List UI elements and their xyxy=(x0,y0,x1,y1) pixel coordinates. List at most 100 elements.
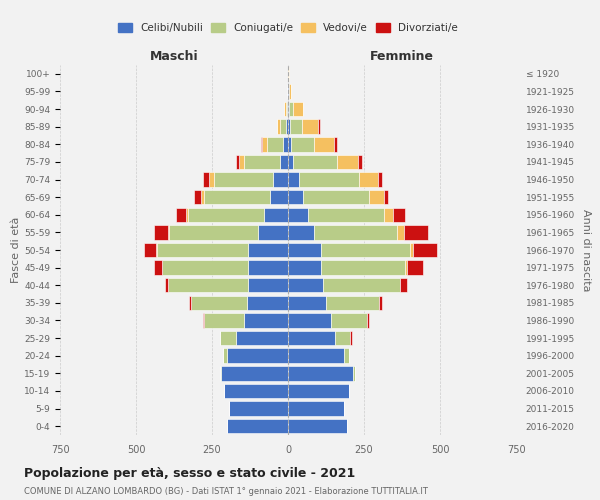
Legend: Celibi/Nubili, Coniugati/e, Vedovi/e, Divorziati/e: Celibi/Nubili, Coniugati/e, Vedovi/e, Di… xyxy=(114,18,462,37)
Bar xyxy=(236,154,239,169)
Bar xyxy=(322,243,410,257)
Bar xyxy=(168,278,248,292)
Bar xyxy=(288,260,322,275)
Bar xyxy=(247,296,288,310)
Bar xyxy=(169,225,257,240)
Bar xyxy=(314,137,334,152)
Bar xyxy=(288,419,347,434)
Text: Popolazione per età, sesso e stato civile - 2021: Popolazione per età, sesso e stato civil… xyxy=(24,468,355,480)
Bar xyxy=(384,208,393,222)
Bar xyxy=(229,402,288,416)
Bar xyxy=(334,137,337,152)
Bar xyxy=(288,172,299,186)
Bar xyxy=(154,225,168,240)
Bar xyxy=(221,366,288,380)
Bar xyxy=(359,172,377,186)
Bar xyxy=(191,296,247,310)
Bar xyxy=(291,137,314,152)
Bar xyxy=(176,208,186,222)
Bar xyxy=(288,84,289,98)
Bar xyxy=(286,102,287,117)
Bar xyxy=(288,137,291,152)
Bar xyxy=(322,260,405,275)
Y-axis label: Fasce di età: Fasce di età xyxy=(11,217,21,283)
Bar xyxy=(400,278,407,292)
Bar xyxy=(288,314,331,328)
Y-axis label: Anni di nascita: Anni di nascita xyxy=(581,209,590,291)
Bar xyxy=(319,120,320,134)
Bar xyxy=(405,260,407,275)
Bar xyxy=(288,154,293,169)
Bar xyxy=(377,172,382,186)
Bar xyxy=(270,190,288,204)
Bar xyxy=(326,296,379,310)
Bar xyxy=(293,154,337,169)
Bar xyxy=(287,84,288,98)
Bar xyxy=(188,208,263,222)
Bar xyxy=(337,154,358,169)
Bar xyxy=(323,278,400,292)
Bar xyxy=(244,154,280,169)
Bar xyxy=(227,419,288,434)
Bar xyxy=(156,243,157,257)
Bar xyxy=(288,331,335,345)
Bar xyxy=(280,154,288,169)
Bar xyxy=(223,348,227,363)
Bar xyxy=(143,243,156,257)
Bar xyxy=(220,366,221,380)
Bar xyxy=(335,331,350,345)
Bar xyxy=(288,225,314,240)
Bar xyxy=(224,384,288,398)
Bar xyxy=(288,366,353,380)
Bar xyxy=(186,208,188,222)
Bar xyxy=(303,190,368,204)
Bar xyxy=(288,102,289,117)
Bar xyxy=(189,296,191,310)
Bar xyxy=(286,120,288,134)
Bar xyxy=(293,102,302,117)
Bar xyxy=(350,331,352,345)
Bar xyxy=(410,243,413,257)
Bar xyxy=(397,225,404,240)
Text: COMUNE DI ALZANO LOMBARDO (BG) - Dati ISTAT 1° gennaio 2021 - Elaborazione TUTTI: COMUNE DI ALZANO LOMBARDO (BG) - Dati IS… xyxy=(24,488,428,496)
Bar xyxy=(244,314,288,328)
Bar xyxy=(344,348,349,363)
Bar xyxy=(257,225,288,240)
Bar xyxy=(205,314,244,328)
Bar xyxy=(277,120,280,134)
Bar xyxy=(289,102,293,117)
Bar xyxy=(165,278,168,292)
Bar xyxy=(367,314,368,328)
Bar xyxy=(407,260,423,275)
Bar xyxy=(273,172,288,186)
Bar xyxy=(239,154,244,169)
Bar xyxy=(284,102,286,117)
Bar xyxy=(209,172,214,186)
Bar xyxy=(393,208,405,222)
Bar xyxy=(289,84,291,98)
Bar xyxy=(287,102,288,117)
Bar xyxy=(280,120,286,134)
Text: Femmine: Femmine xyxy=(370,50,434,63)
Bar xyxy=(263,208,288,222)
Bar xyxy=(203,314,205,328)
Bar xyxy=(214,172,273,186)
Bar xyxy=(260,137,262,152)
Bar xyxy=(262,137,267,152)
Bar xyxy=(203,172,209,186)
Bar xyxy=(194,190,202,204)
Bar xyxy=(154,260,162,275)
Bar xyxy=(283,137,288,152)
Bar xyxy=(302,120,319,134)
Bar xyxy=(288,384,349,398)
Bar xyxy=(308,208,384,222)
Bar xyxy=(353,366,355,380)
Text: Maschi: Maschi xyxy=(149,50,199,63)
Bar xyxy=(314,225,397,240)
Bar xyxy=(220,331,236,345)
Bar xyxy=(227,348,288,363)
Bar xyxy=(267,137,283,152)
Bar xyxy=(404,225,428,240)
Bar xyxy=(288,243,322,257)
Bar xyxy=(413,243,437,257)
